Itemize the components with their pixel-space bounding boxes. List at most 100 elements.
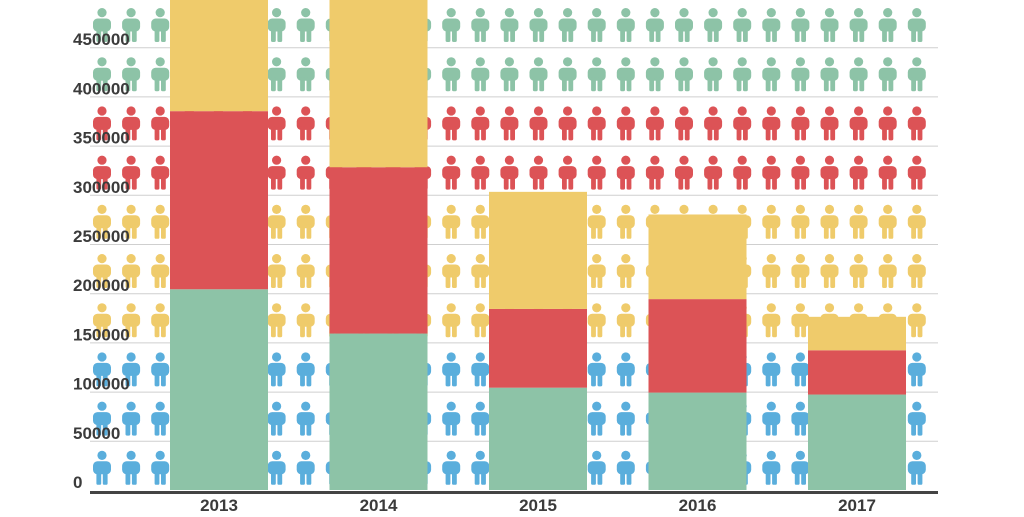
person-icon [675, 106, 693, 141]
person-icon [122, 106, 141, 141]
person-icon [791, 106, 810, 141]
person-icon [471, 352, 490, 387]
person-icon [93, 352, 111, 387]
person-icon [267, 303, 286, 338]
person-icon [762, 57, 781, 92]
person-icon [93, 57, 111, 92]
bar-segment-2017-1 [808, 350, 906, 395]
person-icon [267, 57, 286, 92]
person-icon [849, 155, 868, 190]
person-icon [587, 254, 606, 288]
bar-segment-2013-2 [170, 0, 268, 112]
person-icon [442, 450, 461, 485]
bar-segment-2014-1 [329, 167, 428, 334]
person-icon [762, 352, 781, 387]
person-icon [820, 8, 839, 42]
person-icon [587, 57, 606, 92]
person-icon [878, 204, 897, 239]
y-tick-label: 100000 [73, 375, 130, 394]
person-icon [791, 254, 810, 288]
person-icon [907, 254, 926, 288]
person-icon [616, 204, 635, 239]
person-icon [296, 106, 315, 141]
person-icon [587, 204, 606, 239]
person-icon [122, 450, 141, 485]
person-icon [791, 155, 810, 190]
person-icon [93, 204, 111, 239]
person-icon [587, 155, 606, 190]
person-icon [616, 8, 635, 42]
person-icon [762, 254, 781, 288]
person-icon [296, 450, 315, 485]
person-icon [733, 155, 752, 190]
person-icon [587, 106, 606, 141]
person-icon [529, 106, 548, 141]
person-icon [296, 254, 315, 288]
person-icon [122, 401, 141, 436]
person-icon [878, 155, 897, 190]
person-icon [471, 155, 490, 190]
y-tick-label: 150000 [73, 325, 130, 344]
bar-segment-2014-0 [329, 333, 428, 490]
person-icon [907, 155, 926, 190]
person-icon [907, 450, 926, 485]
bar-segment-2013-1 [170, 111, 268, 290]
y-tick-label: 250000 [73, 227, 130, 246]
person-icon [558, 8, 577, 42]
person-icon [791, 352, 810, 387]
person-icon [616, 401, 635, 436]
person-icon [267, 254, 286, 288]
person-icon [151, 401, 170, 436]
x-tick-label: 2014 [360, 496, 398, 512]
person-icon [907, 57, 926, 92]
person-icon [791, 303, 810, 338]
person-icon [616, 106, 635, 141]
person-icon [820, 155, 839, 190]
y-tick-label: 450000 [73, 30, 130, 49]
person-icon [529, 57, 548, 92]
person-icon [93, 8, 111, 42]
bar-segment-2016-0 [648, 392, 747, 490]
person-icon [500, 8, 519, 42]
person-icon [442, 352, 461, 387]
person-icon [296, 204, 315, 239]
bar-segment-2015-2 [489, 191, 587, 309]
bar-segment-2016-1 [648, 299, 747, 393]
person-icon [93, 254, 111, 288]
person-icon [762, 450, 781, 485]
person-icon [471, 106, 490, 141]
person-icon [471, 57, 490, 92]
person-icon [878, 8, 897, 42]
person-icon [471, 450, 490, 485]
bar-segment-2015-0 [489, 387, 587, 490]
person-icon [907, 401, 926, 436]
person-icon [762, 401, 781, 436]
person-icon [93, 303, 111, 338]
person-icon [645, 57, 664, 92]
person-icon [471, 401, 490, 436]
person-icon [500, 155, 519, 190]
person-icon [762, 204, 781, 239]
bars [170, 0, 906, 490]
bar-segment-2014-2 [329, 0, 428, 168]
bar-segment-2017-2 [808, 316, 906, 351]
person-icon [296, 155, 315, 190]
person-icon [151, 254, 170, 288]
person-icon [296, 303, 315, 338]
person-icon [675, 8, 693, 42]
person-icon [151, 106, 170, 141]
person-icon [733, 106, 752, 141]
person-icon [296, 352, 315, 387]
person-icon [907, 303, 926, 338]
person-icon [529, 155, 548, 190]
person-icon [849, 57, 868, 92]
person-icon [878, 106, 897, 141]
person-icon [791, 8, 810, 42]
person-icon [645, 106, 664, 141]
bar-segment-2016-2 [648, 214, 747, 300]
person-icon [587, 450, 606, 485]
person-icon [587, 8, 606, 42]
person-icon [616, 254, 635, 288]
person-icon [267, 155, 286, 190]
